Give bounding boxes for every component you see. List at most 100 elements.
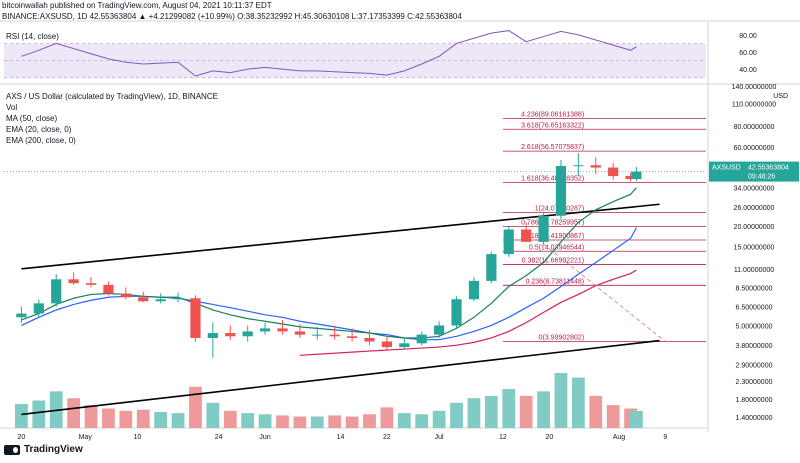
- volume-bar: [502, 389, 516, 428]
- candle-body: [259, 328, 271, 332]
- volume-bar: [571, 377, 585, 428]
- price-symbol-label: AXSUSD: [712, 165, 741, 172]
- volume-bar: [380, 407, 394, 428]
- volume-bar: [258, 414, 272, 428]
- candle-body: [521, 229, 532, 242]
- volume-bar: [189, 386, 202, 428]
- time-tick-label: Aug: [613, 434, 626, 441]
- tradingview-brand[interactable]: TradingView: [4, 444, 83, 455]
- price-tick-label: 15.00000000: [734, 245, 775, 252]
- fib-level-label: 0(3.99902802): [539, 335, 585, 342]
- candle-body: [16, 313, 27, 318]
- volume-bar: [589, 395, 603, 428]
- rsi-tick-label: 40.00: [739, 67, 757, 74]
- volume-bar: [154, 411, 168, 428]
- volume-bar: [363, 414, 376, 428]
- volume-bar: [293, 416, 307, 428]
- volume-bar: [84, 405, 98, 428]
- price-tick-label: 140.00000000: [732, 84, 777, 91]
- volume-bar: [310, 416, 324, 428]
- chart-header-publisher: bitcoinwallah published on TradingView.c…: [2, 1, 272, 10]
- fib-level-label: 1.618(36.48988352): [521, 176, 584, 183]
- brand-label: TradingView: [24, 444, 83, 455]
- price-tick-label: 11.00000000: [734, 267, 774, 274]
- volume-bar: [397, 413, 411, 428]
- candle-body: [468, 280, 480, 300]
- price-tick-label: 2.90000000: [736, 363, 773, 370]
- candle-body: [631, 171, 642, 180]
- candle-body: [85, 283, 97, 285]
- candle-body: [381, 341, 393, 348]
- volume-bar: [519, 395, 533, 428]
- fib-level-label: 3.618(76.65163322): [521, 122, 584, 129]
- candle-body: [294, 331, 305, 335]
- candle-body: [120, 293, 131, 298]
- candle-body: [346, 336, 358, 338]
- price-tick-label: 1.40000000: [736, 415, 773, 422]
- volume-bar: [67, 398, 81, 428]
- volume-bar: [484, 395, 498, 428]
- volume-bar: [345, 416, 359, 428]
- candle-body: [225, 333, 236, 337]
- time-tick-label: 9: [663, 434, 667, 441]
- candle-body: [155, 299, 166, 302]
- fib-level-label: 0.236(8.73811448): [526, 278, 585, 285]
- candle-countdown: 09:48:26: [748, 174, 775, 181]
- trendline: [21, 339, 660, 416]
- volume-bar: [15, 403, 28, 428]
- candle-body: [138, 297, 149, 302]
- price-tick-label: 1.80000000: [736, 397, 773, 404]
- price-tick-label: 20.00000000: [734, 224, 775, 231]
- volume-bar: [606, 405, 620, 428]
- candle-body: [329, 334, 340, 337]
- fib-level-label: 0.786(19.78259957): [521, 220, 584, 227]
- price-tick-label: 26.00000000: [734, 205, 775, 212]
- candle-body: [207, 333, 218, 338]
- candle-body: [33, 303, 44, 314]
- time-tick-label: 22: [383, 434, 391, 441]
- rsi-tick-label: 60.00: [739, 50, 757, 57]
- fib-level-label: 4.236(89.06161388): [521, 112, 584, 119]
- price-tick-label: 60.00000000: [734, 145, 775, 152]
- candle-body: [625, 176, 636, 180]
- fib-level-label: 0.618(16.41900867): [521, 233, 584, 240]
- volume-bar: [102, 408, 115, 428]
- time-tick-label: Jul: [435, 434, 444, 441]
- volume-bar: [328, 415, 342, 428]
- candle-body: [68, 279, 79, 284]
- volume-bar: [432, 410, 446, 428]
- chart-legend: AXS / US Dollar (calculated by TradingVi…: [6, 92, 218, 145]
- currency-label: USD: [773, 93, 788, 100]
- candle-body: [451, 299, 462, 326]
- legend-ema200: EMA (200, close, 0): [6, 136, 76, 145]
- time-tick-label: 20: [545, 434, 553, 441]
- price-tick-label: 110.00000000: [732, 101, 776, 108]
- time-tick-label: 24: [215, 434, 223, 441]
- candle-body: [486, 254, 497, 281]
- time-tick-label: Jun: [259, 434, 270, 441]
- volume-bar: [171, 413, 185, 428]
- volume-bar: [629, 410, 643, 428]
- rsi-label: RSI (14, close): [6, 32, 59, 41]
- legend-ma50: MA (50, close): [6, 114, 58, 123]
- candle-body: [434, 325, 445, 335]
- volume-bar: [467, 398, 481, 428]
- candle-body: [399, 343, 410, 348]
- rsi-tick-label: 80.00: [739, 33, 757, 40]
- trendline: [21, 203, 660, 270]
- chart-header-quote: BINANCE:AXSUSD, 1D 42.55363804 ▲ +4.2129…: [2, 12, 462, 21]
- rsi-line: [21, 30, 637, 77]
- legend-volume: Vol: [6, 103, 18, 112]
- price-tick-label: 34.00000000: [734, 186, 775, 193]
- candle-body: [51, 279, 62, 304]
- volume-bar: [136, 409, 150, 428]
- time-tick-label: May: [79, 434, 93, 441]
- candle-body: [172, 298, 184, 300]
- candle-body: [364, 337, 375, 342]
- candle-body: [190, 298, 201, 338]
- time-tick-label: 10: [134, 434, 142, 441]
- volume-bar: [554, 373, 568, 428]
- volume-bar: [119, 410, 133, 428]
- candle-body: [242, 331, 253, 337]
